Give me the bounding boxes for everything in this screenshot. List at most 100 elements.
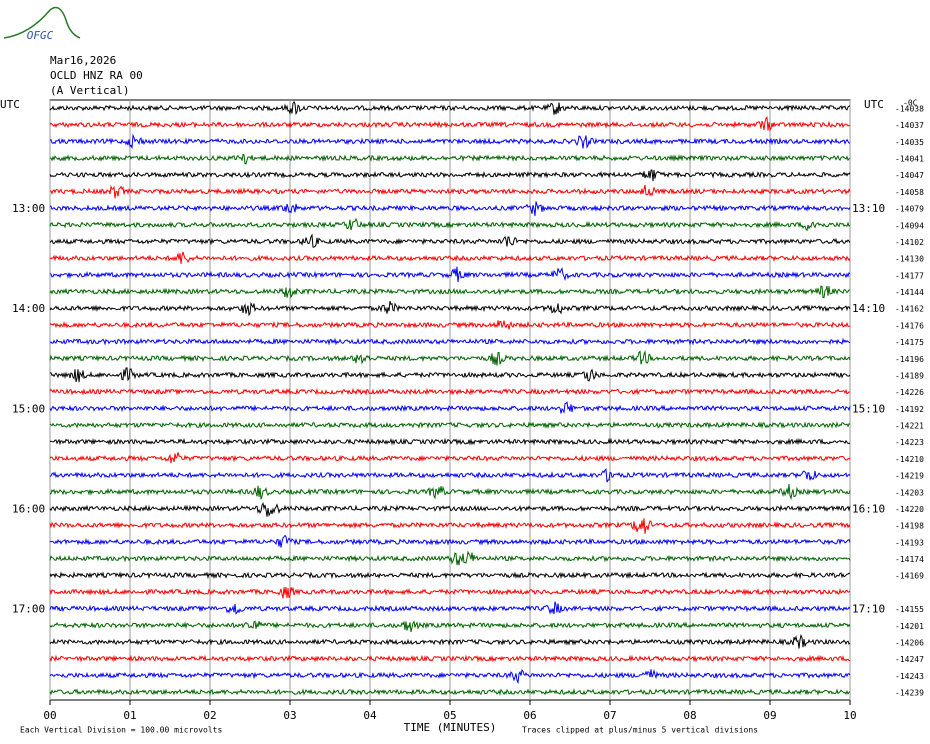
x-tick-label: 01 <box>123 709 136 722</box>
trace <box>49 233 851 248</box>
trace <box>49 534 851 548</box>
right-axis-label: UTC <box>864 98 884 111</box>
trace-offset: -14175 <box>895 338 924 347</box>
trace <box>49 688 851 696</box>
trace-offset: -14041 <box>895 155 924 164</box>
x-tick-label: 07 <box>603 709 616 722</box>
trace-offset: -14079 <box>895 205 924 214</box>
trace-offset: -14210 <box>895 455 924 464</box>
trace-offset: -14094 <box>895 221 924 230</box>
trace-offset: -14169 <box>895 572 924 581</box>
trace <box>49 518 851 534</box>
trace-offset: -14226 <box>895 388 924 397</box>
left-time-label: 16:00 <box>12 502 45 515</box>
trace-offset: -14155 <box>895 605 924 614</box>
trace <box>49 501 851 517</box>
trace-offset: -14162 <box>895 305 924 314</box>
trace-offset: -14174 <box>895 555 924 564</box>
trace <box>49 633 851 649</box>
right-time-label: 15:10 <box>852 402 885 415</box>
trace <box>49 133 851 150</box>
trace-offset: -14243 <box>895 672 924 681</box>
left-time-label: 13:00 <box>12 202 45 215</box>
trace <box>49 620 851 633</box>
trace-offset: -14038 <box>895 105 924 114</box>
trace <box>49 586 851 599</box>
trace-offset: -14219 <box>895 472 924 481</box>
right-time-label: 16:10 <box>852 502 885 515</box>
x-tick-label: 08 <box>683 709 696 722</box>
trace <box>49 337 851 346</box>
trace-offset: -14189 <box>895 371 924 380</box>
right-time-label: 14:10 <box>852 302 885 315</box>
trace <box>49 401 851 414</box>
trace <box>49 349 851 366</box>
x-tick-label: 09 <box>763 709 776 722</box>
trace <box>49 437 851 446</box>
x-tick-label: 04 <box>363 709 377 722</box>
logo: OFGC <box>27 29 54 42</box>
trace-offset: -14198 <box>895 522 924 531</box>
title-line: OCLD HNZ RA 00 <box>50 69 143 82</box>
title-line: Mar16,2026 <box>50 54 116 67</box>
trace <box>49 668 851 685</box>
trace <box>49 154 851 165</box>
x-tick-label: 05 <box>443 709 456 722</box>
footer-right: Traces clipped at plus/minus 5 vertical … <box>522 726 758 735</box>
trace-offset: -14201 <box>895 622 924 631</box>
trace-offset: -14192 <box>895 405 924 414</box>
right-time-label: 17:10 <box>852 603 885 616</box>
footer-left: Each Vertical Division = 100.00 microvol… <box>20 726 222 735</box>
x-tick-label: 06 <box>523 709 536 722</box>
trace <box>49 468 851 483</box>
trace <box>49 116 850 132</box>
trace <box>49 550 851 566</box>
left-time-label: 17:00 <box>12 603 45 616</box>
trace-offset: -14223 <box>895 438 924 447</box>
left-time-label: 14:00 <box>12 302 45 315</box>
trace-offset: -14037 <box>895 121 924 130</box>
trace <box>49 654 851 663</box>
right-time-label: 13:10 <box>852 202 885 215</box>
x-axis-label: TIME (MINUTES) <box>404 721 497 734</box>
trace-offset: -14193 <box>895 538 924 547</box>
corner-label: -0C <box>903 99 918 108</box>
trace <box>49 571 851 580</box>
trace-offset: -14220 <box>895 505 924 514</box>
trace <box>49 320 851 330</box>
trace <box>49 251 851 264</box>
trace <box>50 184 851 199</box>
trace <box>49 387 851 396</box>
trace <box>49 483 851 501</box>
trace-offset: -14102 <box>895 238 924 247</box>
trace <box>49 367 851 383</box>
x-tick-label: 10 <box>843 709 856 722</box>
left-axis-label: UTC <box>0 98 20 111</box>
trace-offset: -14247 <box>895 655 924 664</box>
trace-offset: -14144 <box>895 288 924 297</box>
trace-offset: -14035 <box>895 138 924 147</box>
x-tick-label: 02 <box>203 709 216 722</box>
trace-offset: -14221 <box>895 422 924 431</box>
trace <box>49 452 851 464</box>
trace <box>49 266 851 283</box>
trace-offset: -14130 <box>895 255 924 264</box>
trace-offset: -14047 <box>895 171 924 180</box>
trace-offset: -14239 <box>895 689 924 698</box>
x-tick-label: 03 <box>283 709 296 722</box>
trace <box>49 300 851 317</box>
title-line: (A Vertical) <box>50 84 129 97</box>
trace-offset: -14196 <box>895 355 924 364</box>
trace-offset: -14203 <box>895 488 924 497</box>
trace <box>49 169 851 182</box>
trace-offset: -14176 <box>895 321 924 330</box>
trace <box>49 285 851 299</box>
logo-mark <box>3 6 81 39</box>
trace-offset: -14177 <box>895 271 924 280</box>
trace <box>49 421 851 430</box>
trace <box>49 601 851 615</box>
left-time-label: 15:00 <box>12 402 45 415</box>
trace <box>49 201 851 216</box>
x-tick-label: 00 <box>43 709 56 722</box>
